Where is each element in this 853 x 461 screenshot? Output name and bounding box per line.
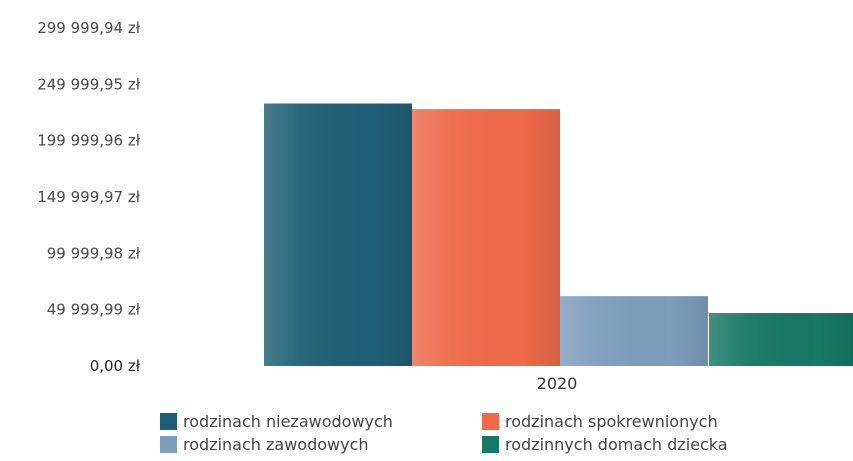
bar-shading (709, 313, 853, 366)
legend-label: rodzinach spokrewnionych (505, 411, 718, 431)
bar-shading (412, 109, 560, 367)
bars (264, 103, 853, 367)
legend-label: rodzinach niezawodowych (183, 411, 393, 431)
y-axis: 0,00 zł 49 999,99 zł 99 999,98 zł 149 999,9… (37, 19, 141, 375)
bar-shading (264, 103, 412, 367)
legend-swatch (160, 435, 177, 453)
legend-label: rodzinnych domach dziecka (505, 434, 728, 454)
y-tick-label: 149 999,97 zł (37, 188, 141, 206)
legend-item: rodzinach niezawodowych (160, 410, 482, 432)
y-tick-label: 299 999,94 zł (37, 19, 141, 37)
legend-label: rodzinach zawodowych (183, 434, 369, 454)
x-tick-label: 2020 (537, 374, 578, 393)
y-tick-label: 199 999,96 zł (37, 132, 141, 150)
legend-swatch (482, 435, 499, 453)
legend-item: rodzinach zawodowych (160, 433, 482, 455)
x-axis: 2020 (537, 374, 578, 393)
legend-item: rodzinach spokrewnionych (482, 410, 800, 432)
legend-item: rodzinnych domach dziecka (482, 433, 800, 455)
legend-swatch (160, 412, 177, 430)
bar-shading (560, 296, 708, 366)
y-tick-label: 0,00 zł (90, 357, 141, 375)
bar-chart-plot: 0,00 zł 49 999,99 zł 99 999,98 zł 149 999,9… (37, 19, 853, 393)
legend: rodzinach niezawodowych rodzinach spokrew… (160, 410, 800, 455)
y-tick-label: 249 999,95 zł (37, 75, 141, 93)
y-tick-label: 99 999,98 zł (47, 244, 141, 262)
legend-swatch (482, 412, 499, 430)
y-tick-label: 49 999,99 zł (47, 301, 141, 319)
